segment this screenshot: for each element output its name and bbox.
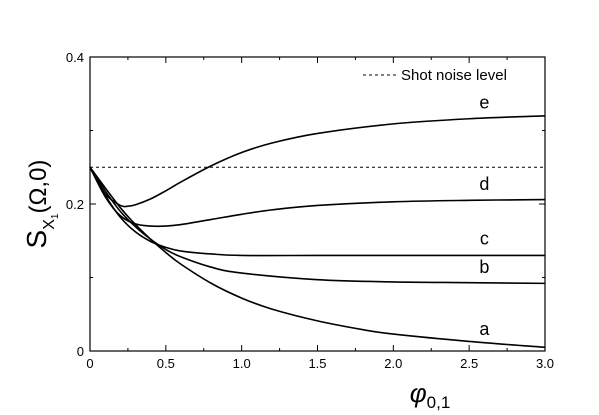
series-line-b [89,166,546,285]
x-tick-label: 2.5 [460,356,478,371]
x-tick-label: 3.0 [536,356,554,371]
axes-layer: 0 0.5 1.0 1.5 2.0 2.5 3.0 0 0.2 0.4 [66,50,554,371]
x-tick-label: 1.5 [308,356,326,371]
x-axis-title: φ0,1 [410,378,451,412]
x-tick-label: 2.0 [384,356,402,371]
series-line-a [89,166,546,349]
series-line-c [89,166,545,257]
series-label-c: c [480,228,489,248]
plot-frame [89,56,546,352]
x-tick-label: 0.5 [157,356,175,371]
series-layer [89,115,546,349]
x-tick-label: 1.0 [233,356,251,371]
y-tick-label: 0.4 [66,50,84,65]
series-line-d [89,166,546,228]
y-axis-title: SX1(Ω,0) [21,160,61,249]
y-tick-label: 0 [77,344,84,359]
svg-text:SX1(Ω,0): SX1(Ω,0) [21,160,61,249]
series-label-b: b [479,257,489,277]
labels-layer: Shot noise level a bc d e φ0,1 SX1(Ω,0) [21,67,507,412]
series-label-d: d [479,174,489,194]
series-line-e [89,115,546,208]
series-label-e: e [479,92,489,112]
x-tick-label: 0 [86,356,93,371]
legend-label: Shot noise level [401,67,507,84]
y-tick-label: 0.2 [66,197,84,212]
series-label-a: a [479,319,490,339]
